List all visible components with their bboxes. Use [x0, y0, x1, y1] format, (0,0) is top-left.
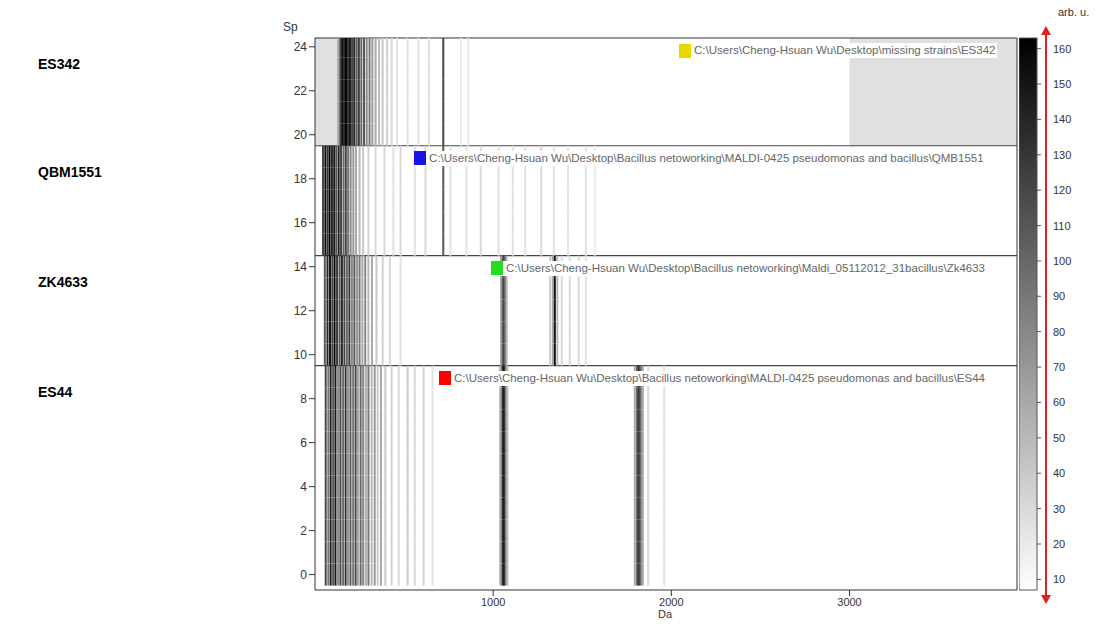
svg-text:12: 12: [294, 304, 308, 318]
svg-text:90: 90: [1053, 290, 1065, 302]
svg-text:40: 40: [1053, 467, 1065, 479]
svg-text:50: 50: [1053, 432, 1065, 444]
svg-text:100: 100: [1053, 255, 1071, 267]
svg-text:2: 2: [300, 524, 307, 538]
svg-text:70: 70: [1053, 361, 1065, 373]
html-text:Sp: Sp: [283, 20, 298, 34]
html-text:ZK4633: ZK4633: [38, 273, 88, 290]
svg-text:3000: 3000: [837, 596, 861, 608]
svg-text:14: 14: [294, 260, 308, 274]
svg-text:10: 10: [1053, 573, 1065, 585]
svg-text:80: 80: [1053, 326, 1065, 338]
svg-text:16: 16: [294, 216, 308, 230]
svg-text:6: 6: [300, 436, 307, 450]
svg-text:150: 150: [1053, 78, 1071, 90]
svg-text:20: 20: [294, 128, 308, 142]
svg-text:24: 24: [294, 40, 308, 54]
svg-text:30: 30: [1053, 503, 1065, 515]
html-text:ES342: ES342: [38, 56, 80, 72]
html-text:C:\Users\Cheng-Hsuan Wu\Deskto: C:\Users\Cheng-Hsuan Wu\Desktop\Bacillus…: [454, 371, 985, 384]
svg-text:160: 160: [1053, 43, 1071, 55]
svg-text:18: 18: [294, 172, 308, 186]
svg-text:0: 0: [300, 568, 307, 582]
svg-text:22: 22: [294, 84, 308, 98]
html-text:C:\Users\Cheng-Hsuan Wu\Deskto: C:\Users\Cheng-Hsuan Wu\Desktop\Bacillus…: [506, 261, 985, 274]
svg-text:130: 130: [1053, 149, 1071, 161]
svg-text:20: 20: [1053, 538, 1065, 550]
html-text:C:\Users\Cheng-Hsuan Wu\Deskto: C:\Users\Cheng-Hsuan Wu\Desktop\missing …: [694, 44, 996, 56]
html-text:ES44: ES44: [38, 383, 73, 400]
svg-text:60: 60: [1053, 396, 1065, 408]
svg-text:1000: 1000: [481, 596, 505, 608]
svg-text:8: 8: [300, 392, 307, 406]
html-text:Da: Da: [658, 608, 673, 620]
svg-text:4: 4: [300, 480, 307, 494]
svg-text:120: 120: [1053, 184, 1071, 196]
html-text:arb. u.: arb. u.: [1058, 6, 1090, 18]
svg-text:10: 10: [294, 348, 308, 362]
html-text:QBM1551: QBM1551: [38, 163, 102, 180]
svg-text:140: 140: [1053, 113, 1071, 125]
html-text:C:\Users\Cheng-Hsuan Wu\Deskto: C:\Users\Cheng-Hsuan Wu\Desktop\Bacillus…: [429, 151, 984, 164]
svg-text:110: 110: [1053, 220, 1071, 232]
svg-text:2000: 2000: [659, 596, 683, 608]
